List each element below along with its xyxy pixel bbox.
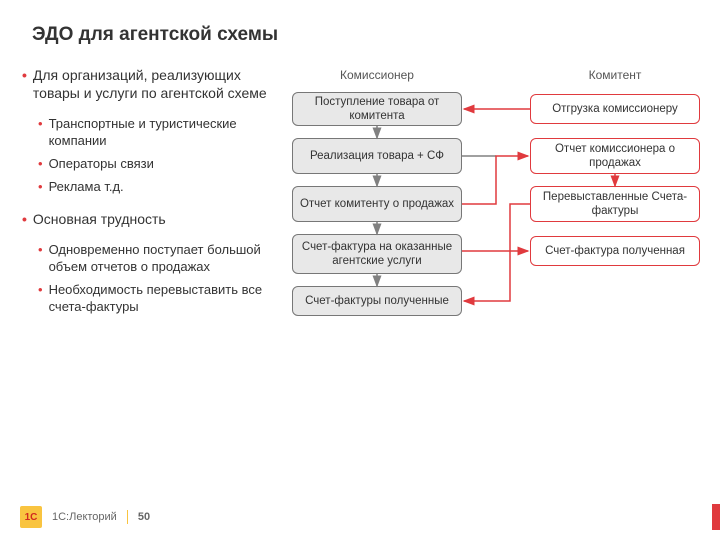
page-number: 50 bbox=[138, 511, 150, 523]
diagram-col-header-right: Комитент bbox=[530, 68, 700, 82]
bullet-dot-icon: • bbox=[38, 116, 43, 150]
diagram-node: Перевыставленные Счета-фактуры bbox=[530, 186, 700, 222]
bullet-text: Основная трудность bbox=[33, 210, 166, 228]
footer-separator bbox=[127, 510, 128, 524]
flow-diagram: Комиссионер Комитент Поступление товара … bbox=[282, 60, 712, 420]
bullet-item: • Транспортные и туристические компании bbox=[38, 116, 270, 150]
bullet-dot-icon: • bbox=[22, 210, 27, 228]
bullet-dot-icon: • bbox=[38, 282, 43, 316]
diagram-node: Реализация товара + СФ bbox=[292, 138, 462, 174]
logo-1c-icon: 1C bbox=[20, 506, 42, 528]
diagram-col-header-left: Комиссионер bbox=[292, 68, 462, 82]
bullet-text: Необходимость перевыставить все счета-фа… bbox=[49, 282, 270, 316]
bullet-dot-icon: • bbox=[22, 66, 27, 102]
bullet-text: Операторы связи bbox=[49, 156, 154, 173]
bullet-item: • Необходимость перевыставить все счета-… bbox=[38, 282, 270, 316]
bullet-dot-icon: • bbox=[38, 242, 43, 276]
slide-title: ЭДО для агентской схемы bbox=[32, 24, 278, 46]
diagram-node: Поступление товара от комитента bbox=[292, 92, 462, 126]
diagram-node: Отчет комитенту о продажах bbox=[292, 186, 462, 222]
bullet-dot-icon: • bbox=[38, 179, 43, 196]
diagram-node: Счет-фактура на оказанные агентские услу… bbox=[292, 234, 462, 274]
bullet-text: Транспортные и туристические компании bbox=[49, 116, 270, 150]
bullet-item: • Операторы связи bbox=[38, 156, 270, 173]
bullet-text: Для организаций, реализующих товары и ус… bbox=[33, 66, 270, 102]
diagram-node: Отчет комиссионера о продажах bbox=[530, 138, 700, 174]
bullet-item: • Реклама т.д. bbox=[38, 179, 270, 196]
bullet-item: • Основная трудность bbox=[20, 210, 270, 228]
diagram-node: Отгрузка комиссионеру bbox=[530, 94, 700, 124]
bullet-text: Реклама т.д. bbox=[49, 179, 124, 196]
bullet-item: • Для организаций, реализующих товары и … bbox=[20, 66, 270, 102]
bullet-dot-icon: • bbox=[38, 156, 43, 173]
footer-label: 1С:Лекторий bbox=[52, 511, 117, 523]
diagram-node: Счет-фактура полученная bbox=[530, 236, 700, 266]
footer: 1C 1С:Лекторий 50 bbox=[20, 506, 150, 528]
bullet-text: Одновременно поступает большой объем отч… bbox=[49, 242, 270, 276]
bullet-list: • Для организаций, реализующих товары и … bbox=[20, 66, 270, 322]
bullet-item: • Одновременно поступает большой объем о… bbox=[38, 242, 270, 276]
diagram-node: Счет-фактуры полученные bbox=[292, 286, 462, 316]
accent-bar bbox=[712, 504, 720, 530]
